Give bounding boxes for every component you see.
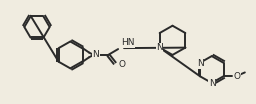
Text: N: N xyxy=(209,79,216,88)
Text: O: O xyxy=(234,72,241,81)
Text: HN: HN xyxy=(121,38,135,47)
Text: O: O xyxy=(118,60,125,69)
Text: N: N xyxy=(197,59,204,68)
Text: N: N xyxy=(156,43,163,52)
Text: N: N xyxy=(92,50,99,59)
